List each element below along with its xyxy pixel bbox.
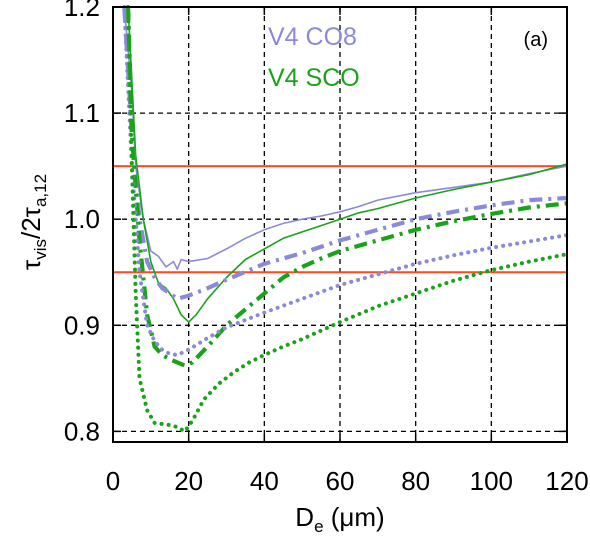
legend-entry: V4 CO8 xyxy=(268,23,357,51)
x-tick-label: 40 xyxy=(250,466,279,496)
x-tick-label: 0 xyxy=(106,466,120,496)
axis-ticks: 0 20 40 60 80 100 120 0.8 0.9 1.0 1.1 1.2 xyxy=(64,0,589,496)
series-lines xyxy=(122,5,569,434)
series-line-6 xyxy=(126,5,569,434)
series-line-1 xyxy=(123,6,568,270)
x-tick-label: 120 xyxy=(545,466,588,496)
x-tick-label: 20 xyxy=(174,466,203,496)
x-axis-title: De (μm) xyxy=(295,502,384,536)
grid-lines xyxy=(113,7,567,442)
legend: V4 CO8 V4 SCO xyxy=(268,23,360,92)
x-tick-label: 80 xyxy=(401,466,430,496)
y-tick-label: 1.2 xyxy=(64,0,100,22)
y-tick-label: 0.8 xyxy=(64,416,100,446)
series-line-4 xyxy=(126,6,568,368)
series-line-2 xyxy=(127,6,568,323)
y-tick-label: 1.0 xyxy=(64,204,100,234)
series-line-3 xyxy=(122,6,568,301)
x-tick-label: 60 xyxy=(326,466,355,496)
y-tick-label: 1.1 xyxy=(64,98,100,128)
panel-label: (a) xyxy=(524,29,548,51)
x-tick-label: 100 xyxy=(470,466,513,496)
series-line-5 xyxy=(122,5,569,357)
legend-entry: V4 SCO xyxy=(268,64,360,92)
y-axis-title: τvis/2τa,12 xyxy=(16,174,50,270)
y-tick-label: 0.9 xyxy=(64,310,100,340)
